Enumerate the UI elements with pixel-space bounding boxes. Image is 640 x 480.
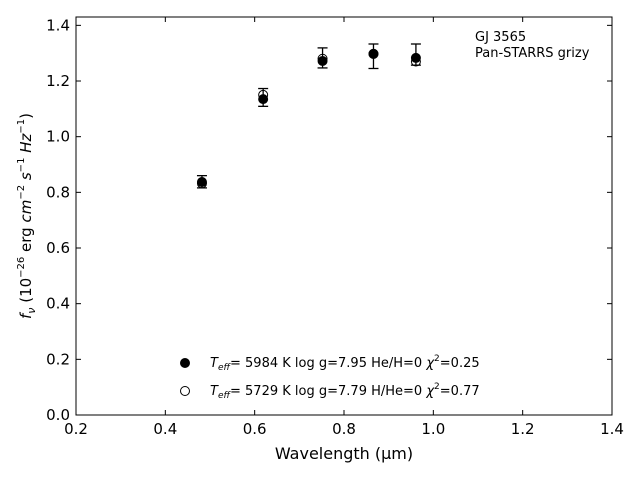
x-tick-labels: 0.2 0.4 0.6 0.8 1.0 1.2 1.4 [64, 420, 624, 438]
y-tick-label: 1.0 [46, 128, 70, 146]
legend-entry-2: Teff= 5729 K log g=7.79 H/He=0 χ2=0.77 [210, 382, 480, 401]
x-tick-label: 0.8 [332, 420, 356, 438]
model-point-open [410, 56, 421, 67]
model-point-filled [410, 52, 421, 63]
y-tick-label: 0.2 [46, 350, 70, 368]
model-point-open [196, 178, 207, 189]
y-tick-label: 0.8 [46, 183, 70, 201]
model-points [196, 48, 421, 189]
y-axis-label: fν (10−26 erg cm−2 s−1 Hz−1) [16, 113, 38, 319]
x-tick-label: 0.4 [153, 420, 177, 438]
x-tick-label: 0.2 [64, 420, 88, 438]
y-tick-label: 0.0 [46, 406, 70, 424]
legend-marker-open [180, 386, 190, 396]
y-tick-label: 0.6 [46, 239, 70, 257]
y-tick-label: 1.4 [46, 16, 70, 34]
model-point-open [258, 89, 269, 100]
y-tick-labels: 0.0 0.2 0.4 0.6 0.8 1.0 1.2 1.4 [46, 16, 70, 424]
model-point-open [317, 53, 328, 64]
annotation-survey: Pan-STARRS grizy [475, 46, 590, 61]
x-axis-label: Wavelength (μm) [275, 444, 413, 463]
x-tick-label: 1.0 [421, 420, 445, 438]
legend: Teff= 5984 K log g=7.95 He/H=0 χ2=0.25 T… [180, 354, 480, 401]
x-tick-label: 1.2 [511, 420, 535, 438]
legend-entry-1: Teff= 5984 K log g=7.95 He/H=0 χ2=0.25 [210, 354, 480, 373]
x-tick-label: 1.4 [600, 420, 624, 438]
annotation-object-name: GJ 3565 [475, 30, 526, 45]
model-point-filled [317, 55, 328, 66]
y-tick-label: 1.2 [46, 72, 70, 90]
observed-points [196, 43, 421, 189]
model-point-open [368, 48, 379, 59]
y-tick-label: 0.4 [46, 295, 70, 313]
legend-marker-filled [180, 358, 190, 368]
x-tick-label: 0.6 [243, 420, 267, 438]
axis-ticks [75, 17, 613, 416]
